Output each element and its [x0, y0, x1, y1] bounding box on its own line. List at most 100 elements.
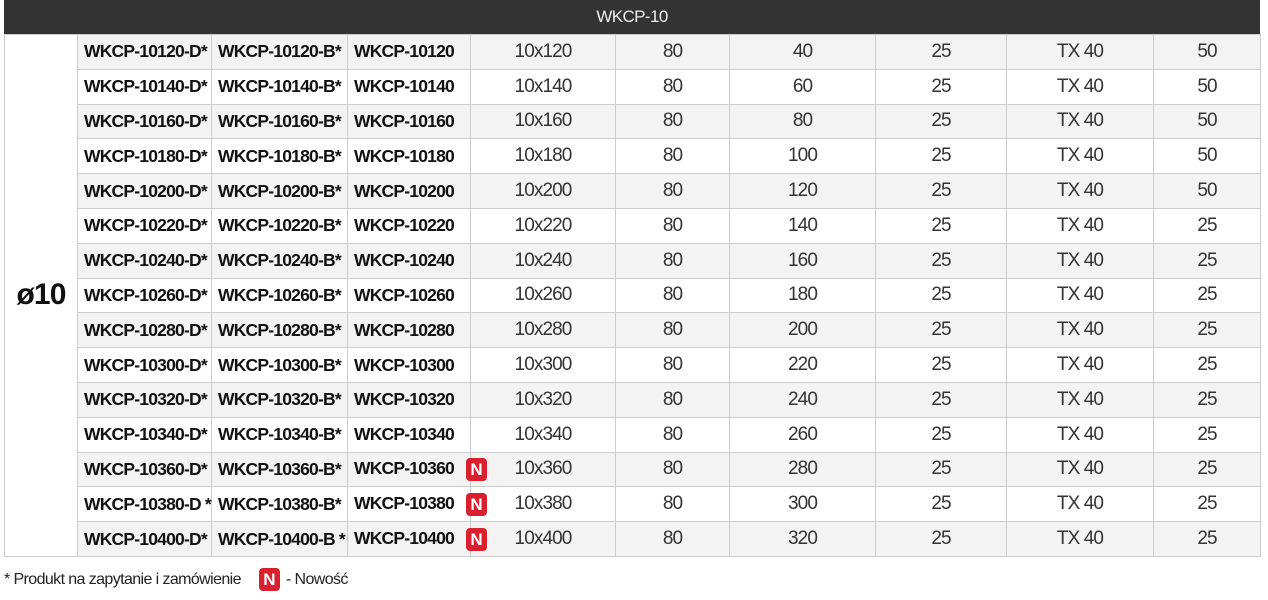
- cell-code: WKCP-10260: [347, 277, 471, 314]
- cell-dimensions: 10x120: [470, 34, 616, 70]
- cell-text: WKCP-10160-D*: [84, 110, 208, 131]
- cell-length-b: 260: [729, 416, 876, 453]
- cell-drive: TX 40: [1006, 138, 1154, 175]
- cell-text: 10x180: [514, 145, 573, 167]
- cell-text: 80: [662, 180, 683, 202]
- cell-text: 320: [787, 528, 818, 550]
- cell-text: 25: [1197, 284, 1217, 306]
- cell-text: WKCP-10200: [354, 180, 455, 201]
- cell-thread-length: 80: [615, 277, 730, 314]
- cell-package-qty: 25: [1153, 521, 1261, 557]
- cell-text: TX 40: [1056, 528, 1104, 550]
- cell-text: 10x340: [514, 423, 573, 445]
- cell-text: WKCP-10180-D*: [84, 145, 208, 166]
- cell-code-b: WKCP-10300-B*: [211, 347, 348, 383]
- cell-dimensions: 10x300: [470, 347, 616, 383]
- legend-text: - Nowość: [285, 570, 348, 588]
- cell-head-diameter: 25: [875, 207, 1007, 244]
- cell-text: WKCP-10400: [354, 527, 455, 548]
- cell-code-d: WKCP-10120-D*: [77, 34, 212, 70]
- cell-code-b: WKCP-10360-B*: [211, 451, 348, 488]
- cell-text: 160: [787, 249, 818, 271]
- cell-text: 10x120: [514, 40, 573, 62]
- cell-text: TX 40: [1056, 110, 1104, 132]
- cell-code-d: WKCP-10280-D*: [77, 312, 212, 349]
- cell-length-b: 300: [729, 486, 876, 523]
- cell-code-b: WKCP-10280-B*: [211, 312, 348, 349]
- cell-dimensions: 10x160: [470, 103, 616, 140]
- cell-drive: TX 40: [1006, 521, 1154, 557]
- cell-text: 25: [931, 388, 951, 410]
- cell-text: WKCP-10320-B*: [218, 389, 342, 410]
- cell-drive: TX 40: [1006, 347, 1154, 383]
- cell-text: 80: [792, 110, 813, 132]
- cell-text: TX 40: [1056, 40, 1104, 62]
- cell-package-qty: 25: [1153, 242, 1261, 279]
- cell-package-qty: 25: [1153, 451, 1261, 488]
- cell-text: WKCP-10380: [354, 492, 455, 513]
- cell-text: 25: [931, 458, 951, 480]
- cell-text: WKCP-10300-B*: [218, 354, 342, 375]
- cell-code: WKCP-10360 N: [347, 451, 487, 488]
- cell-text: WKCP-10280-D*: [84, 319, 208, 340]
- cell-head-diameter: 25: [875, 416, 1007, 453]
- cell-drive: TX 40: [1006, 486, 1154, 523]
- cell-text: TX 40: [1056, 284, 1104, 306]
- table-row: WKCP-10340-D* WKCP-10340-B* WKCP-10340 10x3…: [5, 416, 1261, 453]
- cell-text: WKCP-10140-D*: [84, 76, 208, 97]
- cell-drive: TX 40: [1006, 381, 1154, 418]
- cell-thread-length: 80: [615, 381, 730, 418]
- cell-text: 10x140: [514, 75, 573, 97]
- cell-thread-length: 80: [615, 521, 730, 557]
- cell-drive: TX 40: [1006, 451, 1154, 488]
- cell-text: 80: [662, 388, 683, 410]
- cell-text: WKCP-10260-B*: [218, 284, 342, 305]
- cell-head-diameter: 25: [875, 381, 1007, 418]
- cell-dimensions: 10x240: [470, 242, 616, 279]
- cell-drive: TX 40: [1006, 103, 1154, 140]
- table-row: WKCP-10320-D* WKCP-10320-B* WKCP-10320 10x3…: [5, 381, 1261, 418]
- cell-text: TX 40: [1056, 319, 1104, 341]
- cell-head-diameter: 25: [875, 521, 1007, 557]
- cell-text: WKCP-10280-B*: [218, 319, 342, 340]
- cell-head-diameter: 25: [875, 486, 1007, 523]
- table-row: WKCP-10300-D* WKCP-10300-B* WKCP-10300 10x3…: [5, 347, 1261, 383]
- cell-text: 260: [787, 423, 818, 445]
- cell-code-b: WKCP-10260-B*: [211, 277, 348, 314]
- cell-dimensions: 10x140: [470, 68, 616, 105]
- cell-text: WKCP-10360: [354, 458, 455, 479]
- cell-text: TX 40: [1056, 180, 1104, 202]
- cell-text: WKCP-10320-D*: [84, 389, 208, 410]
- cell-text: 80: [662, 354, 683, 376]
- cell-drive: TX 40: [1006, 173, 1154, 209]
- cell-text: WKCP-10380-B*: [218, 493, 342, 514]
- cell-text: WKCP-10160: [354, 110, 455, 131]
- cell-text: TX 40: [1056, 75, 1104, 97]
- table-row: WKCP-10260-D* WKCP-10260-B* WKCP-10260 10x2…: [5, 277, 1261, 314]
- cell-code-d: WKCP-10380-D *: [77, 486, 212, 523]
- cell-thread-length: 80: [615, 138, 730, 175]
- cell-package-qty: 25: [1153, 347, 1261, 383]
- table-row: WKCP-10280-D* WKCP-10280-B* WKCP-10280 10x2…: [5, 312, 1261, 349]
- cell-thread-length: 80: [615, 242, 730, 279]
- cell-head-diameter: 25: [875, 138, 1007, 175]
- cell-code: WKCP-10340: [347, 416, 471, 453]
- cell-text: WKCP-10220: [354, 215, 455, 236]
- cell-text: 25: [1197, 528, 1217, 550]
- cell-code-d: WKCP-10180-D*: [77, 138, 212, 175]
- table-title: WKCP-10: [4, 0, 1260, 34]
- cell-head-diameter: 25: [875, 451, 1007, 488]
- cell-code-b: WKCP-10120-B*: [211, 34, 348, 70]
- cell-dimensions: 10x380: [470, 486, 616, 523]
- cell-package-qty: 25: [1153, 416, 1261, 453]
- cell-code-d: WKCP-10260-D*: [77, 277, 212, 314]
- cell-text: 25: [1197, 493, 1217, 515]
- cell-length-b: 80: [729, 103, 876, 140]
- cell-package-qty: 50: [1153, 173, 1261, 209]
- cell-text: 25: [1197, 319, 1217, 341]
- cell-text: WKCP-10360-D*: [84, 458, 208, 479]
- cell-text: WKCP-10220-D*: [84, 215, 208, 236]
- cell-text: 300: [787, 493, 818, 515]
- cell-dimensions: 10x260: [470, 277, 616, 314]
- table-row: WKCP-10360-D* WKCP-10360-B* WKCP-10360 N 10x…: [5, 451, 1261, 488]
